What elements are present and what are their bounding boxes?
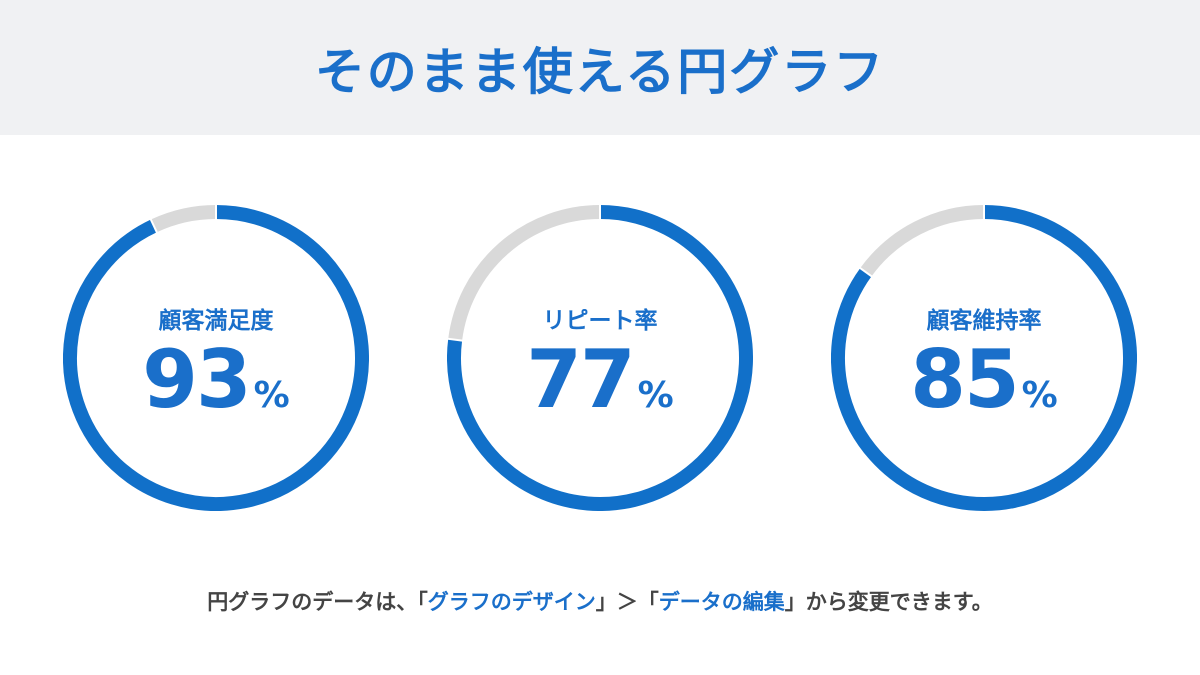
chart-value: 93% [63,333,369,426]
value-unit: % [253,375,290,416]
donut-slice-value [447,205,753,511]
value-number: 77 [526,333,635,426]
note-middle: 」＞「 [595,590,659,614]
chart-label: 顧客維持率 [926,308,1042,334]
chart-label: リピート率 [542,308,658,334]
slice-separator [447,337,465,342]
donut-svg [63,205,369,511]
chart-value: 85% [831,333,1137,426]
donut-slice-remainder [448,205,601,341]
value-number: 93 [142,333,251,426]
donut-slice-value [63,205,369,511]
chart-value: 77% [447,333,753,426]
donut-svg [831,205,1137,511]
donut-chart-repeat-rate: リピート率 77% [447,205,753,511]
value-unit: % [1021,375,1058,416]
footer-note: 円グラフのデータは、「グラフのデザイン」＞「データの編集」から変更できます。 [0,586,1200,616]
value-number: 85 [910,333,1019,426]
donut-chart-retention: 顧客維持率 85% [831,205,1137,511]
value-unit: % [637,375,674,416]
page-title: そのまま使える円グラフ [314,42,886,101]
donut-slice-remainder [860,205,985,277]
note-suffix: 」から変更できます。 [784,590,993,614]
note-link-graph-design: グラフのデザイン [427,590,596,614]
donut-chart-satisfaction: 顧客満足度 93% [63,205,369,511]
slice-separator [858,266,874,279]
header-band: そのまま使える円グラフ [0,0,1200,135]
note-link-edit-data: データの編集 [658,590,785,614]
chart-label: 顧客満足度 [158,308,274,334]
slice-separator [149,217,159,235]
donut-slice-remainder [150,205,217,233]
donut-slice-value [831,205,1137,511]
note-prefix: 円グラフのデータは、「 [207,590,428,614]
donut-svg [447,205,753,511]
